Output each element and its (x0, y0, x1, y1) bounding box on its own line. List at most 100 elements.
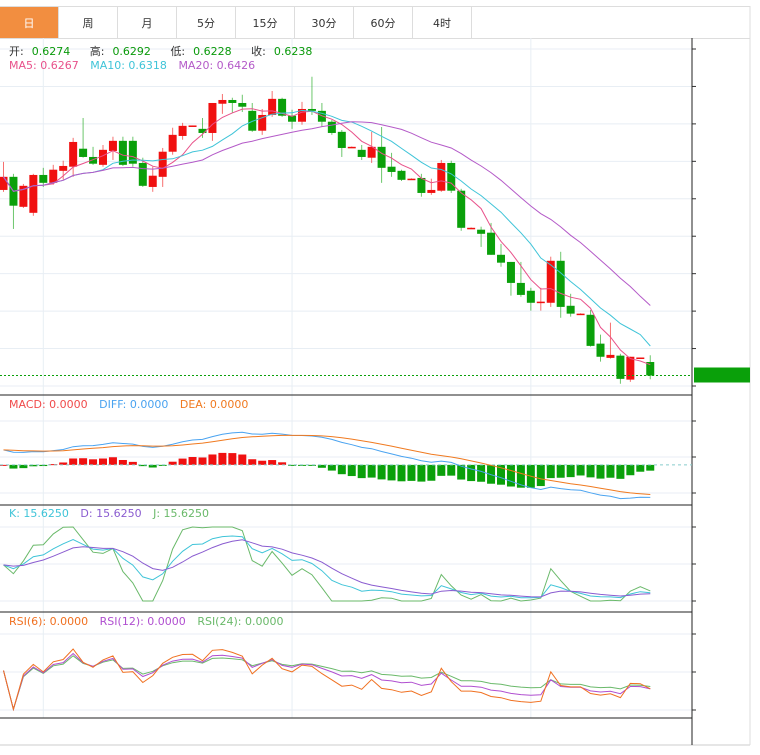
macd-bar (556, 464, 565, 478)
candle (526, 287, 535, 311)
macd-bar (29, 464, 38, 467)
candle-body (477, 229, 486, 234)
candle-body (248, 110, 257, 131)
candle (596, 334, 605, 362)
candle (646, 355, 655, 380)
candle (337, 129, 346, 157)
candle (357, 144, 366, 160)
candle-body (138, 162, 147, 186)
macd-bar (447, 464, 456, 476)
candle (536, 287, 545, 311)
open-label: 开: (9, 45, 24, 58)
tab-30min[interactable]: 30分 (295, 7, 354, 38)
macd-bar (387, 464, 396, 481)
low-value: 0.6228 (193, 45, 232, 58)
j-value: J: 15.6250 (153, 507, 210, 520)
macd-bar (516, 464, 525, 488)
candle (477, 226, 486, 247)
candle (347, 146, 356, 149)
macd-bar (367, 464, 376, 478)
candle-body (188, 125, 197, 127)
tab-5min[interactable]: 5分 (177, 7, 236, 38)
tab-month[interactable]: 月 (118, 7, 177, 38)
dea-line (3, 434, 651, 495)
macd-bar (9, 464, 18, 469)
candle-body (487, 232, 496, 255)
ma20-value: MA20: 0.6426 (178, 59, 256, 72)
candle (437, 159, 446, 192)
candle (69, 137, 78, 177)
candle-body (69, 141, 78, 167)
candle-body (298, 108, 306, 122)
candle-body (218, 99, 227, 104)
macd-bar (646, 464, 655, 471)
tab-4hour[interactable]: 4时 (413, 7, 472, 38)
candle (307, 76, 316, 115)
diff-value: DIFF: 0.0000 (99, 398, 169, 411)
current-price-badge (694, 367, 750, 383)
candle (79, 117, 88, 158)
candle (158, 147, 167, 187)
macd-bar (238, 454, 247, 465)
candle (198, 117, 207, 138)
macd-bar (437, 464, 446, 476)
macd-bar (248, 459, 257, 465)
candle (258, 108, 267, 135)
candle-body (417, 177, 426, 193)
macd-bar (208, 454, 217, 465)
candle (29, 173, 38, 216)
candle-body (288, 115, 297, 122)
ma20-line (3, 121, 651, 306)
candle-body (586, 314, 595, 346)
macd-bar (357, 464, 366, 479)
candle (327, 119, 336, 135)
ohlc-legend: 开: 0.6274 高: 0.6292 低: 0.6228 收: 0.6238 (9, 43, 328, 59)
candle-body (606, 354, 615, 358)
macd-bar (268, 460, 277, 465)
macd-bar (327, 464, 336, 471)
candle-body (367, 146, 376, 158)
macd-bar (228, 453, 237, 465)
tab-15min[interactable]: 15分 (236, 7, 295, 38)
candle (108, 136, 117, 160)
macd-bar (118, 459, 127, 465)
open-value: 0.6274 (31, 45, 71, 58)
candle (407, 178, 416, 181)
rsi12-line (3, 652, 651, 712)
macd-bar (39, 464, 48, 467)
macd-bar (606, 464, 615, 478)
j-line (3, 526, 651, 602)
candle (506, 261, 515, 296)
macd-bar (506, 464, 515, 487)
candle (516, 261, 525, 297)
candle (556, 251, 565, 318)
candle-body (258, 114, 267, 131)
candle (606, 322, 615, 359)
tab-60min[interactable]: 60分 (354, 7, 413, 38)
candle-body (168, 134, 177, 152)
candle-body (596, 343, 605, 357)
candle-body (387, 166, 396, 172)
candle (168, 127, 177, 155)
candle-body (556, 260, 565, 307)
candle-body (437, 162, 446, 191)
macd-bar (307, 464, 316, 466)
macd-bar (79, 458, 88, 465)
close-label: 收: (251, 45, 266, 58)
tab-day[interactable]: 日 (0, 7, 59, 38)
candle-body (327, 121, 336, 133)
macd-bar (536, 464, 545, 487)
candle (19, 183, 28, 208)
rsi-legend: RSI(6): 0.0000 RSI(12): 0.0000 RSI(24): … (9, 615, 291, 628)
candle (39, 167, 48, 187)
candle-body (397, 170, 406, 180)
candle-body (29, 174, 38, 213)
macd-bar (89, 459, 98, 465)
candle-body (59, 165, 68, 171)
ma10-line (3, 109, 651, 347)
candle-body (357, 149, 366, 157)
period-tabs: 日 周 月 5分 15分 30分 60分 4时 (0, 6, 750, 39)
tab-week[interactable]: 周 (59, 7, 118, 38)
macd-bar (397, 464, 406, 482)
